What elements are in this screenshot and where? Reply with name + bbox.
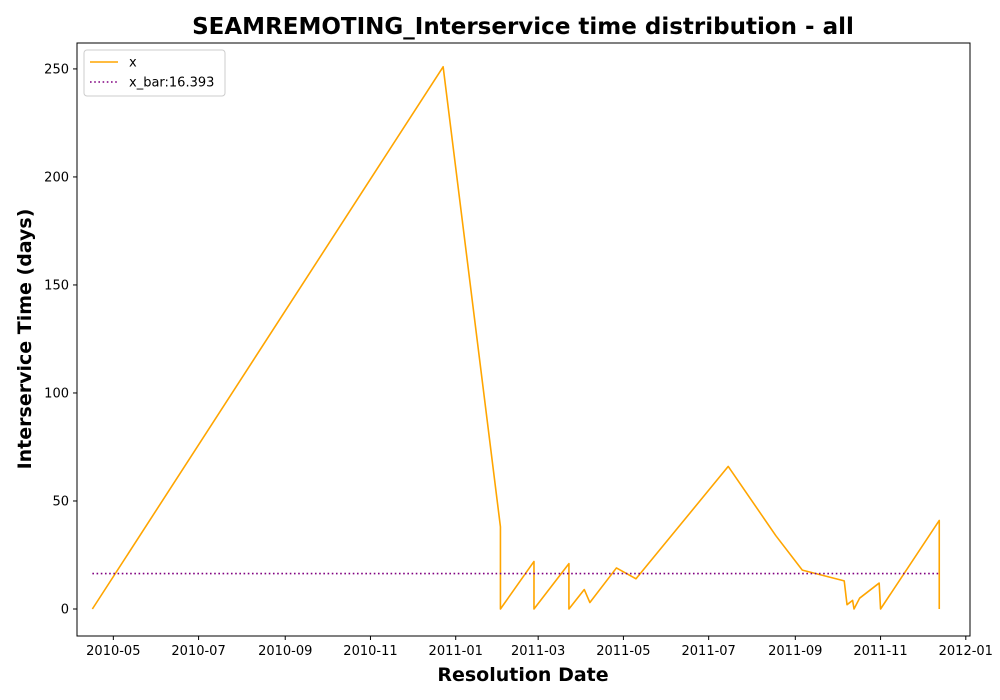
y-tick-label: 200 — [44, 170, 69, 185]
legend-box — [83, 49, 226, 97]
x-tick-label: 2010-09 — [258, 644, 312, 659]
x-tick-label: 2011-01 — [429, 644, 483, 659]
legend-label: x_bar:16.393 — [129, 76, 214, 91]
series-line — [91, 65, 941, 610]
x-tick-label: 2010-07 — [171, 644, 225, 659]
legend: x x_bar:16.393 — [83, 49, 226, 97]
y-tick-label: 250 — [44, 62, 69, 77]
y-tick-label: 100 — [44, 386, 69, 401]
x-tick-label: 2010-11 — [343, 644, 397, 659]
x-tick-label: 2010-05 — [86, 644, 140, 659]
x-tick-label: 2011-09 — [768, 644, 822, 659]
plot-area: 0 50 100 150 200 250 2010-05 2010-07 2010-09 2010… — [44, 42, 993, 659]
y-axis-label: Interservice Time (days) — [14, 209, 36, 470]
plot-frame — [76, 42, 971, 637]
x-tick-label: 2011-03 — [511, 644, 565, 659]
x-tick-label: 2011-07 — [682, 644, 736, 659]
x-tick-label: 2011-05 — [596, 644, 650, 659]
y-tick-label: 0 — [61, 602, 69, 617]
y-tick-label: 150 — [44, 278, 69, 293]
x-axis-label: Resolution Date — [437, 664, 608, 686]
x-tick-label: 2011-11 — [853, 644, 907, 659]
chart-title: SEAMREMOTING_Interservice time distribut… — [192, 14, 854, 40]
y-tick-label: 50 — [52, 494, 69, 509]
legend-label: x — [129, 56, 137, 71]
x-tick-label: 2012-01 — [939, 644, 993, 659]
